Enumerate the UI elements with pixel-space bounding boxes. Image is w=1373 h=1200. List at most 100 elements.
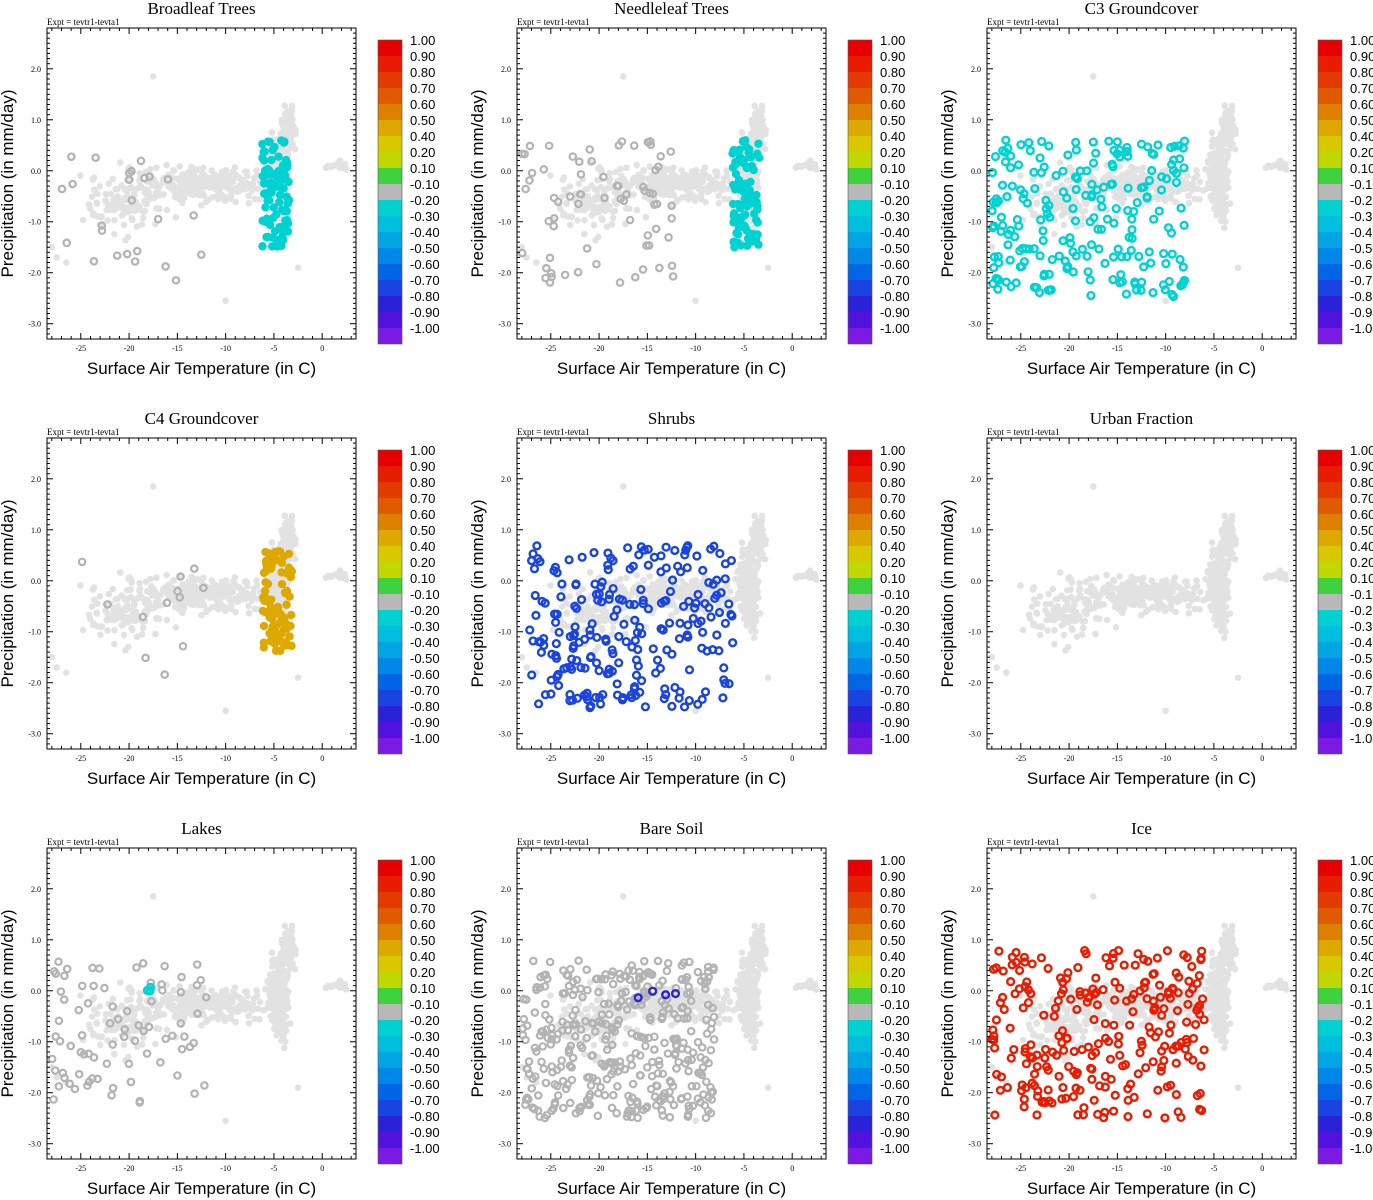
colorbar-swatch: [378, 56, 402, 72]
data-point: [136, 579, 143, 587]
data-point: [1060, 221, 1068, 229]
colorbar-label: 0.20: [410, 145, 435, 160]
data-point: [609, 208, 617, 215]
data-point: [123, 185, 131, 193]
data-point: [112, 251, 122, 260]
data-point: [48, 243, 56, 251]
data-point: [172, 214, 180, 221]
data-point: [263, 232, 273, 242]
x-tick-label: -25: [545, 344, 556, 353]
data-point: [113, 204, 121, 212]
data-point: [1221, 118, 1228, 126]
data-point: [176, 163, 183, 170]
neutral-points: [77, 557, 208, 679]
data-point: [1039, 271, 1049, 281]
colorbar-swatch: [1318, 40, 1342, 56]
data-point: [732, 212, 742, 222]
data-point: [1215, 166, 1222, 173]
data-point: [1175, 254, 1185, 265]
x-tick-label: 0: [320, 344, 324, 353]
data-point: [141, 599, 149, 606]
data-point: [589, 203, 596, 211]
data-point: [585, 606, 593, 614]
data-point: [322, 574, 330, 582]
data-point: [754, 240, 763, 249]
data-point: [1037, 136, 1047, 147]
data-point: [1011, 278, 1021, 288]
data-point: [753, 218, 762, 227]
data-point: [1071, 251, 1081, 261]
y-tick-label: 0.0: [31, 577, 41, 586]
colorbar-swatch: [378, 514, 402, 530]
data-point: [573, 267, 583, 277]
data-point: [525, 176, 534, 185]
x-tick-label: -25: [1015, 344, 1026, 353]
data-point: [277, 558, 287, 568]
colorbar-swatch: [848, 184, 872, 200]
data-point: [1112, 137, 1123, 147]
colorbar-frame: [377, 39, 403, 345]
x-axis-label: Surface Air Temperature (in C): [87, 359, 316, 378]
data-point: [154, 596, 162, 604]
data-point: [1158, 280, 1169, 290]
data-point: [633, 206, 641, 214]
data-point: [1001, 135, 1011, 145]
data-point: [284, 127, 291, 135]
data-point: [148, 182, 156, 189]
data-point: [533, 259, 540, 266]
data-point: [696, 186, 703, 193]
data-point: [731, 169, 741, 179]
data-point: [86, 205, 94, 213]
colorbar-swatch: [378, 312, 402, 328]
data-point: [729, 237, 738, 247]
y-tick-label: -3.0: [28, 320, 41, 329]
data-point: [1139, 262, 1149, 272]
data-point: [1219, 158, 1227, 166]
colorbar-label: -0.40: [1350, 225, 1373, 240]
data-point: [684, 586, 691, 594]
data-point: [1091, 148, 1101, 158]
data-point: [1096, 194, 1106, 204]
data-point: [90, 596, 98, 603]
data-point: [611, 189, 619, 196]
data-point: [598, 215, 605, 222]
data-point: [1083, 267, 1093, 277]
data-point: [281, 216, 290, 225]
data-point: [1191, 195, 1199, 203]
data-point: [120, 631, 128, 639]
data-point: [764, 264, 772, 271]
data-point: [670, 173, 678, 181]
colorbar-label: -0.80: [410, 699, 440, 714]
x-axis-label: Surface Air Temperature (in C): [557, 359, 786, 378]
chart-title: Shrubs: [648, 409, 695, 428]
data-point: [667, 214, 677, 223]
data-point: [322, 164, 330, 172]
data-point: [178, 641, 188, 651]
data-point: [1017, 261, 1027, 272]
x-tick-label: -25: [75, 344, 86, 353]
data-point: [738, 158, 748, 168]
data-point: [268, 129, 276, 136]
data-point: [143, 200, 150, 208]
data-point: [275, 190, 285, 200]
data-point: [88, 603, 96, 610]
data-point: [614, 141, 624, 150]
data-point: [1055, 196, 1063, 204]
chart-panel: C4 Groundcover Expt = tevtr1-tevta1 -25 -20…: [0, 409, 440, 788]
data-point: [1146, 258, 1156, 268]
data-point: [668, 272, 678, 281]
colorbar-label: 0.80: [410, 475, 435, 490]
colorbar-swatch: [1318, 136, 1342, 152]
colorbar-label: 0.50: [410, 523, 435, 538]
data-point: [274, 152, 283, 161]
data-point: [1036, 167, 1047, 178]
expt-label: Expt = tevtr1-tevta1: [47, 427, 120, 437]
data-point: [141, 653, 150, 663]
data-point: [651, 224, 661, 234]
data-point: [542, 263, 551, 273]
data-point: [811, 164, 819, 171]
x-tick-label: -15: [172, 344, 183, 353]
colorbar-swatch: [848, 280, 872, 296]
data-point: [279, 138, 289, 147]
data-point: [1047, 190, 1054, 198]
